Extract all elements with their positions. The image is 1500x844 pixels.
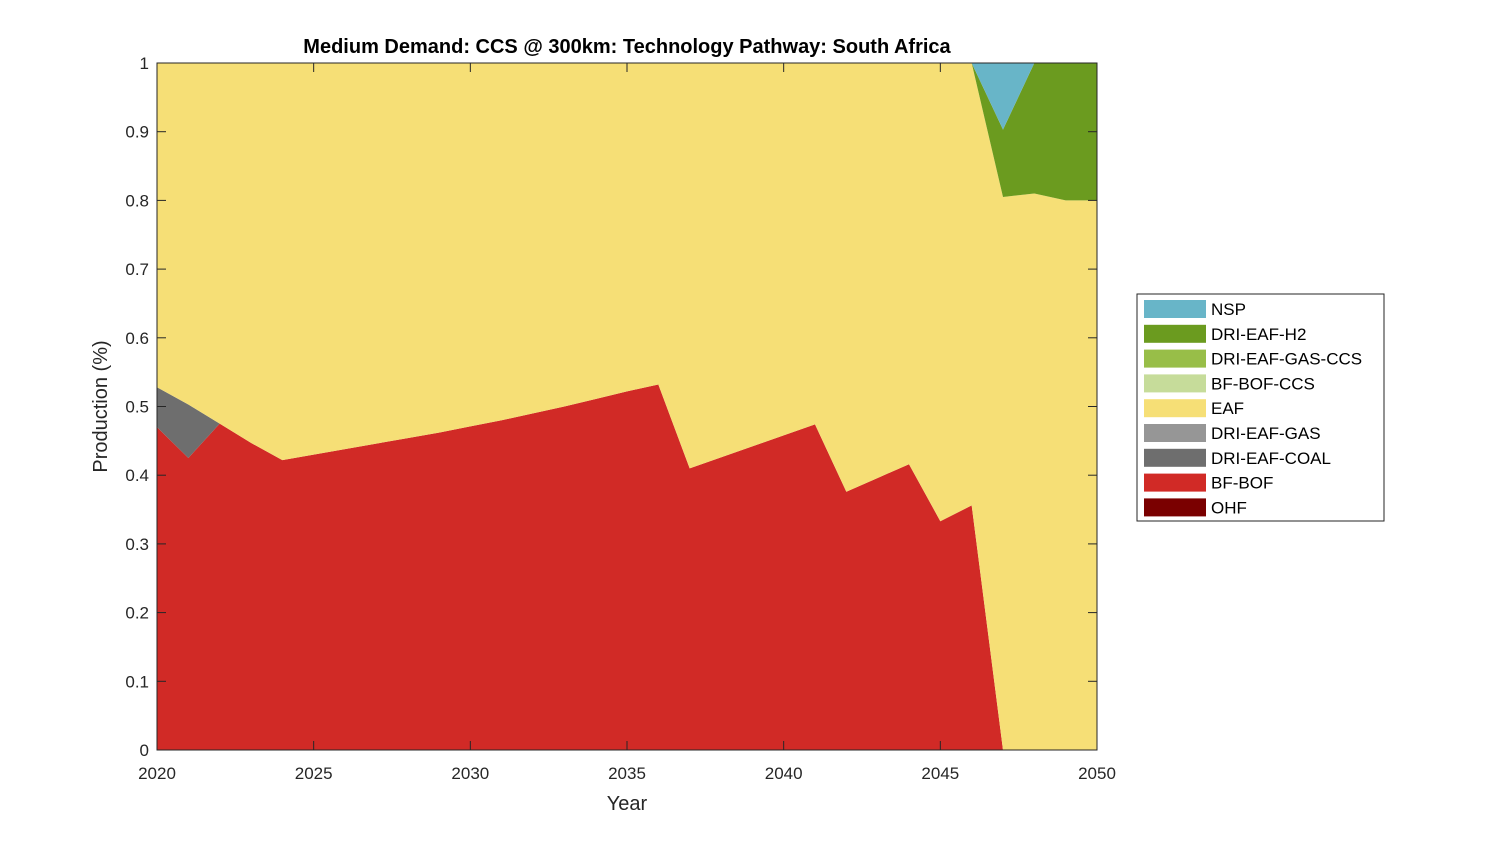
legend-swatch-eaf — [1144, 399, 1206, 418]
legend-swatch-dri-eaf-h2 — [1144, 324, 1206, 343]
x-tick-label: 2050 — [1078, 764, 1116, 783]
chart-title: Medium Demand: CCS @ 300km: Technology P… — [303, 36, 951, 58]
legend: NSP DRI-EAF-H2 DRI-EAF-GAS-CCS BF-BOF-CCS EA… — [1136, 293, 1385, 522]
legend-label-bf-bof: BF-BOF — [1211, 474, 1273, 493]
y-tick-label: 0.5 — [125, 398, 149, 417]
legend-label-bf-bof-ccs: BF-BOF-CCS — [1211, 374, 1315, 393]
legend-label-nsp: NSP — [1211, 300, 1246, 319]
y-tick-label: 0 — [140, 741, 149, 760]
legend-label-eaf: EAF — [1211, 399, 1244, 418]
area-bf-bof — [157, 384, 1097, 750]
legend-swatch-ohf — [1144, 498, 1206, 517]
area-dri-eaf-h2 — [157, 63, 1097, 201]
y-tick-label: 0.6 — [125, 329, 149, 348]
legend-label-dri-eaf-coal: DRI-EAF-COAL — [1211, 449, 1331, 468]
legend-label-dri-eaf-gas-ccs: DRI-EAF-GAS-CCS — [1211, 350, 1362, 369]
x-tick-label: 2030 — [451, 764, 489, 783]
y-tick-label: 0.1 — [125, 672, 149, 691]
legend-swatch-dri-eaf-gas-ccs — [1144, 349, 1206, 368]
x-tick-label: 2045 — [921, 764, 959, 783]
legend-swatch-dri-eaf-coal — [1144, 448, 1206, 467]
y-axis-ticks: 0 0.1 0.2 0.3 0.4 0.5 0.6 0.7 0.8 0.9 1 — [125, 54, 1097, 760]
legend-label-ohf: OHF — [1211, 498, 1247, 517]
x-tick-label: 2025 — [295, 764, 333, 783]
y-tick-label: 0.2 — [125, 604, 149, 623]
legend-swatch-bf-bof-ccs — [1144, 374, 1206, 393]
legend-label-dri-eaf-gas: DRI-EAF-GAS — [1211, 424, 1321, 443]
legend-label-dri-eaf-h2: DRI-EAF-H2 — [1211, 325, 1306, 344]
x-tick-label: 2035 — [608, 764, 646, 783]
x-axis-ticks: 2020 2025 2030 2035 2040 2045 2050 — [138, 63, 1116, 783]
y-tick-label: 0.8 — [125, 191, 149, 210]
area-layers — [157, 63, 1097, 750]
area-nsp — [157, 63, 1097, 130]
area-eaf — [157, 63, 1097, 750]
y-axis-label: Production (%) — [90, 340, 112, 472]
legend-swatch-bf-bof — [1144, 473, 1206, 492]
x-tick-label: 2040 — [765, 764, 803, 783]
y-tick-label: 0.9 — [125, 123, 149, 142]
y-tick-label: 0.7 — [125, 260, 149, 279]
y-tick-label: 0.4 — [125, 466, 149, 485]
x-axis-label: Year — [607, 793, 648, 815]
y-tick-label: 1 — [140, 54, 149, 73]
legend-swatch-dri-eaf-gas — [1144, 424, 1206, 442]
legend-swatch-nsp — [1144, 300, 1206, 318]
x-tick-label: 2020 — [138, 764, 176, 783]
y-tick-label: 0.3 — [125, 535, 149, 554]
